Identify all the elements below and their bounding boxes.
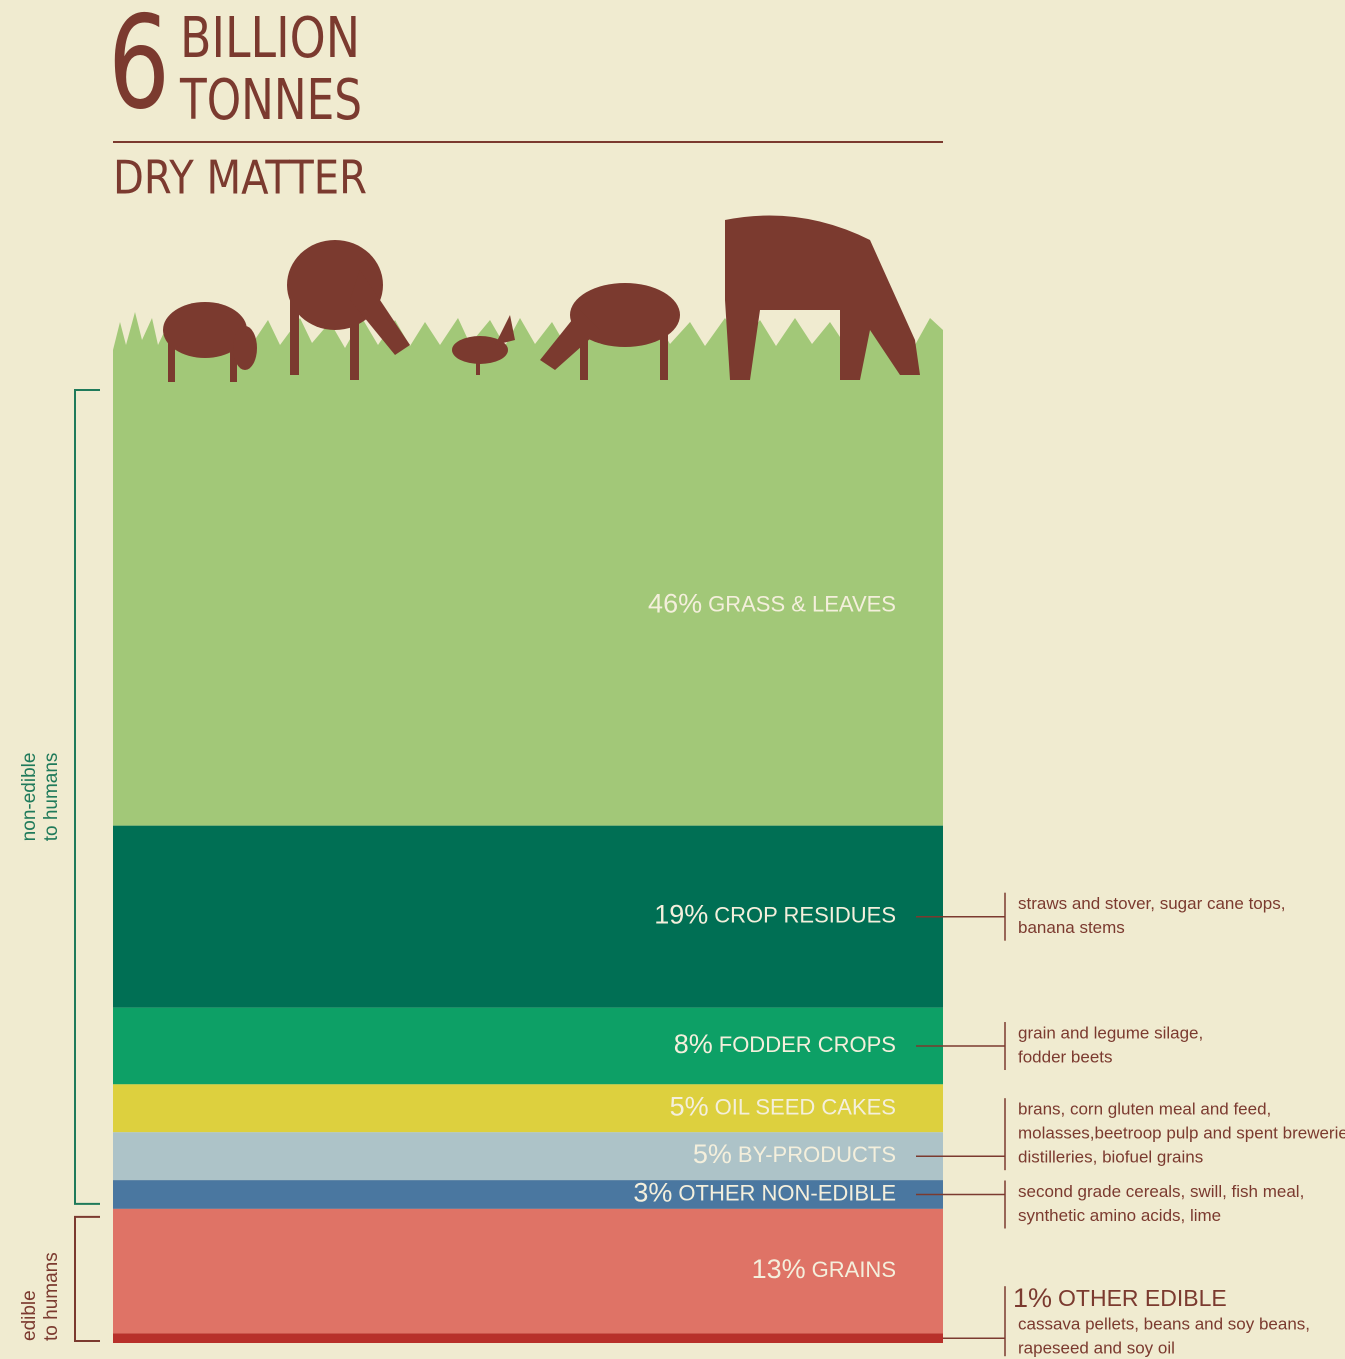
segment-label: 19% CROP RESIDUES [654,900,896,930]
note: second grade cereals, swill, fish meal, [1018,1182,1304,1201]
segment-label: 13% GRAINS [752,1254,896,1284]
title-line: TONNES [179,68,362,133]
segment [113,1132,943,1181]
value-label: 1% [1013,1283,1052,1313]
note: molasses,beetroop pulp and spent breweri… [1018,1124,1345,1143]
category-label: BY-PRODUCTS [738,1142,896,1167]
value-label: 5% [670,1091,709,1121]
segment [113,1180,943,1209]
group-bracket [74,389,100,1205]
animals [163,215,920,382]
segment [113,825,943,1008]
note: rapeseed and soy oil [1018,1339,1175,1358]
value-label: 46% [648,588,702,618]
segment-label: 8% FODDER CROPS [674,1029,896,1059]
segment [113,1007,943,1085]
title-number: 6 [108,0,170,138]
segment-label: 3% OTHER NON-EDIBLE [633,1178,896,1208]
value-label: 19% [654,900,708,930]
note: banana stems [1018,918,1125,937]
subtitle: DRY MATTER [113,151,367,205]
segment [113,1208,943,1334]
category-label: OTHER NON-EDIBLE [678,1180,896,1205]
note: synthetic amino acids, lime [1018,1206,1221,1225]
note: brans, corn gluten meal and feed, [1018,1100,1271,1119]
group-label: to humans [41,1252,62,1341]
category-label: OTHER EDIBLE [1058,1285,1227,1311]
value-label: 8% [674,1029,713,1059]
category-label: OIL SEED CAKES [715,1094,896,1119]
title-line: BILLION [180,6,360,71]
segment [113,1333,943,1343]
segment [113,1084,943,1133]
segment-label: 46% GRASS & LEAVES [648,588,896,618]
note: cassava pellets, beans and soy beans, [1018,1315,1310,1334]
group-label: non-edible [19,753,40,842]
category-label: CROP RESIDUES [714,903,896,928]
value-label: 3% [633,1178,672,1208]
segment [113,385,943,826]
note: fodder beets [1018,1048,1113,1067]
value-label: 5% [693,1139,732,1169]
group-bracket [74,1215,100,1342]
category-label: FODDER CROPS [719,1032,896,1057]
note: distilleries, biofuel grains [1018,1148,1203,1167]
category-label: GRASS & LEAVES [708,591,896,616]
note: straws and stover, sugar cane tops, [1018,894,1285,913]
value-label: 13% [752,1254,806,1284]
segment-label: 1% OTHER EDIBLE [1013,1283,1227,1313]
note: grain and legume silage, [1018,1024,1203,1043]
segment-label: 5% OIL SEED CAKES [670,1091,896,1121]
category-label: GRAINS [812,1257,896,1282]
group-label: edible [19,1290,40,1341]
segment-label: 5% BY-PRODUCTS [693,1139,896,1169]
group-label: to humans [41,753,62,842]
